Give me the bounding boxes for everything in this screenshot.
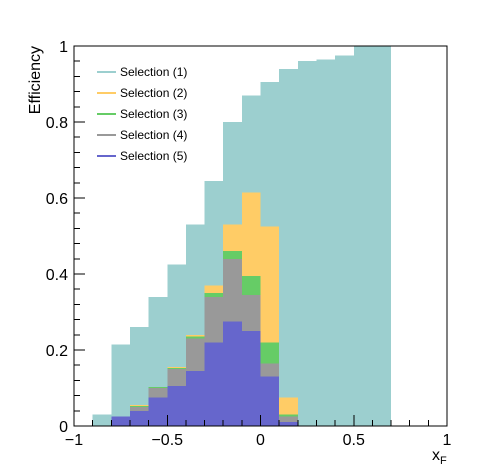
- bar-series1-bin12: [279, 68, 298, 427]
- bar-series1-bin13: [297, 61, 317, 426]
- bar-series5-bin10: [241, 331, 261, 426]
- bar-series1-bin4: [129, 327, 149, 426]
- x-tick-label: 1: [443, 432, 452, 449]
- legend-label: Selection (4): [120, 128, 187, 142]
- x-tick-label: 0.5: [343, 432, 365, 449]
- y-tick-label: 0.8: [46, 115, 68, 132]
- y-axis-title: Efficiency: [27, 46, 44, 114]
- bar-series4-bin12: [279, 416, 298, 426]
- legend-label: Selection (5): [120, 149, 187, 163]
- bar-series5-bin7: [185, 370, 205, 426]
- bar-series1-bin2: [92, 414, 112, 426]
- bar-series1-bin14: [316, 59, 336, 427]
- x-tick-label: 0: [256, 432, 265, 449]
- y-tick-label: 0.4: [46, 267, 68, 284]
- legend-label: Selection (2): [120, 86, 187, 100]
- bar-series1-bin3: [111, 344, 130, 426]
- bar-series5-bin12: [279, 422, 298, 426]
- x-tick-label: −1: [65, 432, 83, 449]
- y-tick-label: 0: [59, 419, 68, 436]
- bar-series5-bin3: [111, 416, 130, 426]
- legend-label: Selection (1): [120, 65, 187, 79]
- bar-series1-bin16: [353, 46, 373, 426]
- x-axis-ticks: −1 −0.5 0 0.5 1: [65, 415, 452, 449]
- bar-series1-bin17: [372, 46, 392, 426]
- y-axis-ticks: 0 0.2 0.4 0.6 0.8 1: [46, 39, 85, 436]
- bar-series5-bin4: [129, 410, 149, 426]
- y-tick-label: 0.2: [46, 343, 68, 360]
- bar-series1-bin15: [335, 55, 354, 426]
- x-tick-label: −0.5: [151, 432, 183, 449]
- legend: Selection (1) Selection (2) Selection (3) S…: [97, 65, 187, 163]
- y-tick-label: 1: [59, 39, 68, 56]
- bar-series5-bin8: [204, 342, 224, 426]
- y-tick-label: 0.6: [46, 191, 68, 208]
- legend-label: Selection (3): [120, 107, 187, 121]
- x-axis-title: xF: [432, 447, 447, 467]
- bar-series5-bin5: [148, 397, 168, 426]
- bar-series5-bin9: [223, 321, 242, 426]
- bar-series5-bin11: [260, 376, 280, 426]
- histogram-bars: [92, 46, 392, 427]
- bar-series5-bin6: [167, 386, 186, 426]
